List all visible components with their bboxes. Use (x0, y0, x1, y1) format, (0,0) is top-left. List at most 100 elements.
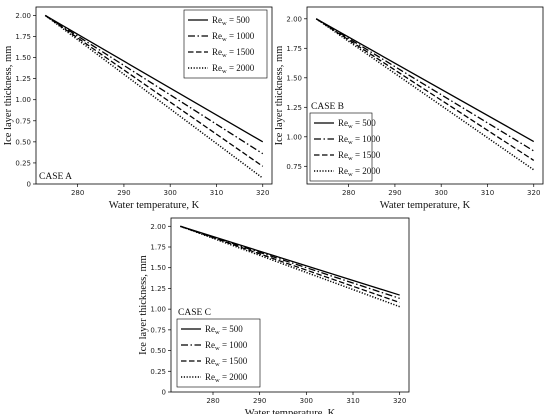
y-tick-label: 1.50 (286, 74, 302, 82)
legend-label-value: = 2000 (227, 63, 255, 73)
legend-label: Rew = 2000 (338, 166, 381, 178)
legend-label: Rew = 1000 (212, 31, 255, 43)
x-tick-label: 280 (71, 189, 84, 197)
plot-frame (306, 6, 544, 185)
legend-label-prefix: Re (338, 166, 348, 176)
case-label: CASE A (39, 172, 72, 182)
y-tick-label: 1.75 (15, 33, 31, 41)
legend-label: Rew = 1500 (338, 150, 381, 162)
legend-label-value: = 1000 (220, 340, 248, 350)
legend-label-subscript: w (215, 361, 220, 368)
series-line-solid (315, 18, 535, 143)
legend-label-value: = 2000 (353, 166, 381, 176)
legend-label-subscript: w (222, 20, 227, 27)
legend-label-subscript: w (215, 345, 220, 352)
legend-label-subscript: w (222, 52, 227, 59)
legend-label: Rew = 1000 (338, 134, 381, 146)
y-tick-label: 1.00 (286, 133, 302, 141)
x-tick-label: 320 (256, 189, 269, 197)
legend-label-prefix: Re (205, 356, 215, 366)
legend-label-value: = 500 (353, 118, 377, 128)
legend-box (176, 318, 261, 388)
series-line-dashed (180, 225, 400, 304)
legend-label-prefix: Re (338, 150, 348, 160)
legend-label-prefix: Re (212, 15, 222, 25)
x-tick-label: 280 (206, 397, 219, 405)
legend-label-subscript: w (348, 155, 353, 162)
y-tick-label: 0.75 (286, 163, 302, 171)
x-tick-label: 290 (117, 189, 130, 197)
legend-label: Rew = 500 (338, 118, 376, 130)
y-tick-label: 2.00 (286, 15, 302, 23)
legend-label: Rew = 2000 (205, 372, 248, 384)
legend-label-prefix: Re (212, 47, 222, 57)
legend-label-subscript: w (348, 171, 353, 178)
series-line-dashdot (180, 225, 400, 299)
x-tick-label: 300 (164, 189, 177, 197)
x-axis-label: Water temperature, K (109, 200, 200, 211)
x-tick-label: 310 (210, 189, 223, 197)
chart-panel-1: 280 290 300 310 320 0 0.25 0.50 0.75 1.00 1.25 1.50… (3, 6, 273, 211)
y-tick-label: 2.00 (15, 12, 31, 20)
legend-label-value: = 1500 (227, 47, 255, 57)
legend-label: Rew = 1500 (212, 47, 255, 59)
legend-label-subscript: w (215, 377, 220, 384)
y-tick-label: 1.25 (150, 285, 166, 293)
x-tick-label: 300 (300, 397, 313, 405)
legend-label-value: = 1500 (353, 150, 381, 160)
series-line-solid (44, 14, 264, 143)
y-tick-label: 1.00 (150, 306, 166, 314)
legend-label-value: = 1000 (227, 31, 255, 41)
y-tick-label: 2.00 (150, 223, 166, 231)
x-axis-label: Water temperature, K (380, 200, 471, 211)
y-tick-label: 1.75 (150, 244, 166, 252)
series-line-dashed (315, 18, 535, 161)
y-tick-label: 1.75 (286, 45, 302, 53)
y-tick-label: 0 (27, 181, 31, 189)
y-axis-label: Ice layer thickness, mm (274, 46, 285, 146)
legend-label-prefix: Re (212, 31, 222, 41)
x-tick-label: 320 (393, 397, 406, 405)
y-tick-label: 1.50 (150, 264, 166, 272)
legend-label: Rew = 1000 (205, 340, 248, 352)
legend-label: Rew = 500 (205, 324, 243, 336)
legend-label-subscript: w (222, 36, 227, 43)
legend-label-value: = 2000 (220, 372, 248, 382)
legend-label-subscript: w (222, 68, 227, 75)
series-line-dotted (315, 18, 535, 171)
legend-box (309, 112, 373, 182)
x-tick-label: 280 (342, 189, 355, 197)
y-tick-label: 0.75 (150, 326, 166, 334)
legend-label-prefix: Re (205, 340, 215, 350)
legend-label-subscript: w (215, 329, 220, 336)
y-tick-label: 0 (162, 389, 166, 397)
x-tick-label: 290 (253, 397, 266, 405)
y-axis-label: Ice layer thickness, mm (3, 46, 14, 146)
plot-frame (35, 6, 273, 185)
legend-label-prefix: Re (338, 118, 348, 128)
series-line-dashdot (44, 14, 264, 155)
legend-label-subscript: w (348, 123, 353, 130)
series-line-dashdot (315, 18, 535, 152)
case-label: CASE B (311, 102, 344, 112)
y-tick-label: 1.25 (15, 75, 31, 83)
legend-label-subscript: w (348, 139, 353, 146)
legend-label: Rew = 1500 (205, 356, 248, 368)
plot-frame (170, 217, 410, 393)
x-tick-label: 300 (435, 189, 448, 197)
x-tick-label: 290 (388, 189, 401, 197)
chart-panel-2: 280 290 300 310 320 0.75 1.00 1.25 1.50 1.75 2.00 W… (274, 6, 544, 211)
x-tick-label: 310 (481, 189, 494, 197)
x-tick-label: 310 (346, 397, 359, 405)
series-line-solid (180, 225, 400, 296)
y-tick-label: 0.75 (15, 117, 31, 125)
series-line-dotted (44, 14, 264, 179)
y-axis-label: Ice layer thickness, mm (138, 255, 149, 355)
legend-label-prefix: Re (205, 324, 215, 334)
chart-panel-3: 280 290 300 310 320 0 0.25 0.50 0.75 1.00 1.25 1.50… (138, 217, 410, 414)
y-tick-label: 0.50 (150, 347, 166, 355)
legend-label-value: = 1500 (220, 356, 248, 366)
